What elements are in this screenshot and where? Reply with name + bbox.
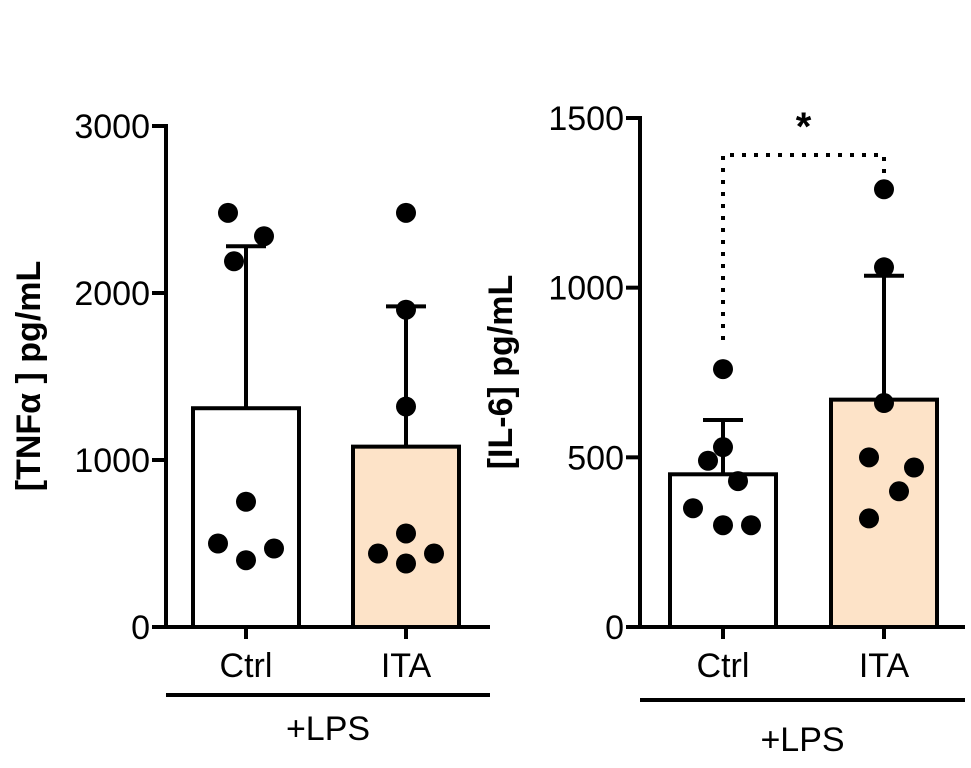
data-point	[236, 491, 256, 512]
y-tick-label: 0	[605, 609, 624, 647]
y-axis-title: [TNFα ] pg/mL	[10, 261, 48, 492]
y-tick-label: 3000	[74, 108, 150, 146]
group-label: +LPS	[760, 721, 844, 759]
data-point	[396, 299, 416, 320]
data-point	[224, 251, 244, 272]
y-tick-label: 1000	[548, 270, 624, 308]
data-point	[396, 523, 416, 544]
data-point	[874, 393, 894, 414]
y-axis-title: [IL-6] pg/mL	[482, 275, 520, 470]
x-tick-label: ITA	[381, 647, 432, 685]
data-point	[904, 457, 924, 478]
data-point	[713, 515, 733, 536]
y-tick-label: 500	[567, 439, 624, 477]
bar-ita	[829, 397, 939, 629]
data-point	[728, 471, 748, 492]
y-tick-label: 2000	[74, 275, 150, 313]
data-point	[889, 481, 909, 502]
data-point	[368, 543, 388, 564]
significance-bracket	[721, 153, 886, 340]
data-point	[396, 202, 416, 223]
group-label: +LPS	[286, 710, 370, 748]
data-point	[859, 447, 879, 468]
data-point	[874, 257, 894, 278]
data-point	[874, 179, 894, 200]
data-point	[236, 550, 256, 571]
data-point	[713, 437, 733, 458]
y-tick-label: 1500	[548, 100, 624, 138]
data-point	[264, 538, 284, 559]
data-point	[424, 543, 444, 564]
tnf-panel: 0 1000 2000 3000 Ctrl ITA +LPS [TNFα ] pg/mL	[10, 108, 490, 748]
y-tick-label: 1000	[74, 442, 150, 480]
data-point	[208, 533, 228, 554]
il6-panel: 0 500 1000 1500 Ctrl ITA +LPS [IL-6] pg/mL *	[482, 100, 965, 759]
data-point	[713, 359, 733, 380]
x-tick-label: ITA	[859, 647, 910, 685]
x-tick-label: Ctrl	[220, 647, 273, 685]
bar-ctrl	[191, 406, 301, 630]
data-point	[396, 396, 416, 417]
data-point	[254, 226, 274, 247]
data-point	[683, 498, 703, 519]
data-point	[396, 553, 416, 574]
data-point	[859, 508, 879, 529]
significance-label: *	[796, 105, 812, 149]
x-tick-label: Ctrl	[697, 647, 750, 685]
data-point	[698, 450, 718, 471]
bar-ctrl	[668, 472, 778, 629]
y-tick-label: 0	[131, 609, 150, 647]
data-point	[741, 515, 761, 536]
data-point	[218, 202, 238, 223]
